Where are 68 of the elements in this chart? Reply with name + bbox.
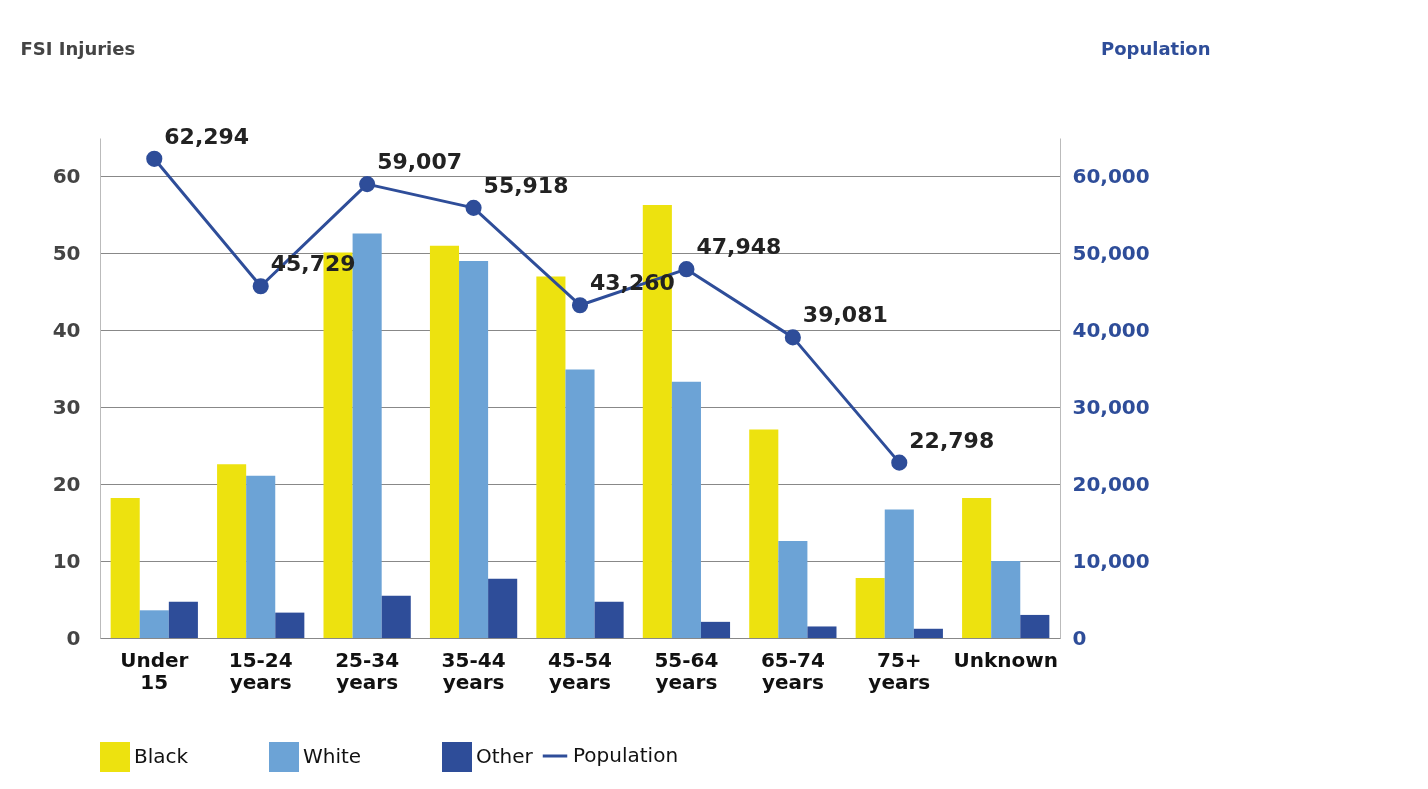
bar — [352, 233, 382, 638]
y-tick-label: 20 — [52, 471, 81, 496]
bar — [807, 626, 837, 638]
bar — [168, 601, 198, 638]
data-label: 22,798 — [909, 427, 995, 453]
y2-tick-label: 40,000 — [1072, 317, 1150, 342]
bar — [913, 628, 943, 638]
point — [146, 150, 163, 167]
bar — [855, 578, 885, 638]
data-label: 55,918 — [483, 172, 569, 198]
bar — [778, 541, 808, 638]
bar — [1020, 614, 1050, 638]
bar — [536, 276, 566, 638]
x-tick-label: Under 15 — [120, 647, 189, 694]
bar — [429, 245, 460, 638]
x-tick-label: 25-34 years — [335, 647, 400, 694]
x-tick-label: Unknown — [953, 647, 1058, 672]
point — [465, 199, 482, 216]
point — [252, 278, 269, 295]
point — [359, 176, 376, 193]
data-label: 62,294 — [164, 123, 250, 149]
bar — [459, 261, 489, 638]
bar — [671, 381, 701, 638]
x-tick-label: 15-24 years — [228, 647, 293, 694]
bar — [594, 601, 624, 638]
y2-tick-label: 30,000 — [1072, 394, 1150, 419]
x-tick-label: 55-64 years — [654, 647, 719, 694]
y2-tick-label: 10,000 — [1072, 548, 1150, 573]
y2-axis-title: Population — [1100, 37, 1211, 59]
y2-tick-label: 60,000 — [1072, 163, 1150, 188]
bar — [246, 475, 276, 638]
legend-label: White — [303, 744, 362, 768]
bar — [275, 612, 305, 638]
point — [678, 261, 695, 278]
bar — [962, 498, 992, 638]
y-tick-label: 30 — [52, 394, 81, 419]
x-tick-label: 45-54 years — [548, 647, 612, 694]
bar — [884, 509, 914, 638]
legend-label: Population — [573, 743, 679, 767]
bar — [488, 578, 518, 638]
y-tick-label: 0 — [66, 625, 81, 650]
legend-label: Black — [134, 744, 189, 768]
y-tick-label: 50 — [52, 240, 81, 265]
y2-tick-label: 0 — [1072, 625, 1087, 650]
bar — [217, 464, 247, 638]
bar — [991, 561, 1021, 638]
y-tick-label: 10 — [52, 548, 81, 573]
bar — [381, 595, 411, 638]
bar — [565, 369, 595, 638]
y2-tick-label: 50,000 — [1072, 240, 1150, 265]
y2-tick-label: 20,000 — [1072, 471, 1150, 496]
bar — [110, 498, 140, 638]
point — [784, 329, 801, 346]
bar — [700, 621, 731, 638]
y-tick-label: 60 — [52, 163, 81, 188]
y-axis-title: FSI Injuries — [20, 37, 136, 59]
bar — [139, 610, 169, 638]
point — [891, 454, 908, 471]
data-label: 47,948 — [696, 234, 782, 260]
x-tick-label: 75+ years — [868, 647, 931, 694]
data-label: 39,081 — [802, 302, 888, 328]
legend-label: Other — [476, 744, 534, 768]
y-tick-label: 40 — [52, 317, 81, 342]
point — [571, 297, 589, 314]
x-tick-label: 65-74 years — [760, 647, 825, 694]
x-tick-label: 35-44 years — [441, 647, 506, 694]
bar — [749, 429, 779, 638]
data-label: 59,007 — [377, 149, 463, 175]
